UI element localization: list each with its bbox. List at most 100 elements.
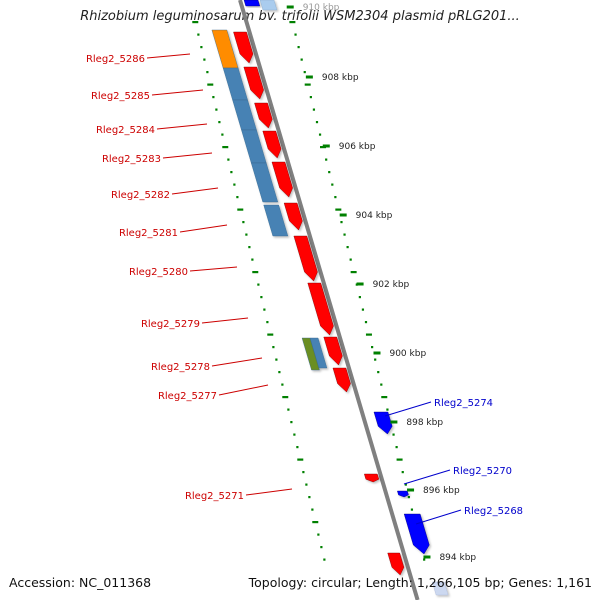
cog-block xyxy=(241,129,267,164)
outer-tick xyxy=(297,46,300,49)
label-leader-line xyxy=(146,53,191,59)
inner-tick xyxy=(206,71,209,74)
scale-label: 908 kbp xyxy=(322,73,359,83)
gene-label-forward: Rleg2_5282 xyxy=(111,190,170,201)
inner-tick xyxy=(287,408,290,411)
inner-tick xyxy=(272,346,275,349)
inner-tick xyxy=(317,533,320,536)
outer-tick xyxy=(381,396,388,399)
outer-tick xyxy=(304,83,311,86)
inner-tick xyxy=(218,121,221,124)
inner-tick xyxy=(260,296,263,299)
outer-tick xyxy=(377,371,380,374)
scale-label: 898 kbp xyxy=(406,418,443,428)
gene-label-reverse: Rleg2_5268 xyxy=(464,506,523,517)
scale-labels: 910 kbp 908 kbp 906 kbp 904 kbp 902 kbp 900 k… xyxy=(286,3,476,563)
scale-label: 896 kbp xyxy=(423,486,460,496)
scale-label: 894 kbp xyxy=(439,553,476,563)
reverse-gene-arrow xyxy=(403,513,430,555)
label-leader-line xyxy=(156,123,208,130)
outer-tick xyxy=(300,58,303,61)
reverse-gene-arrow xyxy=(432,581,449,596)
label-leader-line xyxy=(245,488,293,496)
cog-block xyxy=(309,337,328,369)
scale-tick xyxy=(390,420,398,424)
scale-label: 906 kbp xyxy=(339,142,376,152)
inner-tick xyxy=(323,558,326,561)
outer-tick xyxy=(364,321,368,324)
reverse-gene-arrow xyxy=(259,0,278,11)
inner-tick xyxy=(266,321,269,324)
outer-tick xyxy=(404,483,407,486)
gene-labels: Rleg2_5286 Rleg2_5285 Rleg2_5284 Rleg2_5283… xyxy=(86,53,523,525)
reverse-gene-arrow xyxy=(243,0,261,7)
outer-tick xyxy=(318,133,322,136)
inner-tick xyxy=(233,183,236,186)
scale-label: 904 kbp xyxy=(356,211,393,221)
inner-tick xyxy=(207,83,214,86)
scale-label: 910 kbp xyxy=(303,3,340,13)
scale-tick xyxy=(339,213,347,217)
inner-tick xyxy=(312,521,319,524)
label-leader-line xyxy=(151,89,204,96)
outer-tick xyxy=(392,433,395,436)
reverse-gene-arrow xyxy=(373,411,393,435)
cog-block xyxy=(211,29,239,69)
outer-tick xyxy=(346,246,349,249)
label-leader-line xyxy=(201,317,249,324)
forward-gene-arrow xyxy=(293,235,318,282)
inner-tick xyxy=(320,546,323,549)
inner-tick xyxy=(222,146,229,149)
gene-label-forward: Rleg2_5284 xyxy=(96,125,155,136)
inner-tick xyxy=(296,446,299,449)
inner-tick xyxy=(308,496,311,499)
outer-tick xyxy=(358,296,361,299)
outer-tick xyxy=(374,358,377,361)
gene-label-forward: Rleg2_5285 xyxy=(91,91,150,102)
outer-tick xyxy=(335,208,342,211)
outer-tick xyxy=(312,108,316,111)
outer-tick xyxy=(303,71,306,74)
gene-label-forward: Rleg2_5271 xyxy=(185,491,244,502)
inner-tick xyxy=(192,21,199,24)
outer-tick xyxy=(380,383,383,386)
outer-tick xyxy=(396,458,403,461)
label-leader-line xyxy=(211,357,263,367)
tick-rings xyxy=(192,21,426,561)
scale-tick xyxy=(322,144,330,148)
forward-gene-arrow xyxy=(332,367,351,393)
scale-tick xyxy=(373,351,381,355)
outer-tick xyxy=(410,508,414,511)
forward-gene-arrow xyxy=(364,473,380,483)
gene-label-forward: Rleg2_5281 xyxy=(119,228,178,239)
inner-tick xyxy=(263,308,266,311)
genome-stats-text: Topology: circular; Length: 1,266,105 bp… xyxy=(248,575,592,590)
scale-tick xyxy=(356,282,364,286)
gene-label-reverse: Rleg2_5270 xyxy=(453,466,512,477)
label-leader-line xyxy=(403,469,451,485)
inner-tick xyxy=(227,158,230,161)
outer-tick xyxy=(361,308,365,311)
outer-tick xyxy=(349,258,352,261)
gene-label-forward: Rleg2_5279 xyxy=(141,319,200,330)
inner-tick xyxy=(215,108,218,111)
outer-tick xyxy=(340,221,343,224)
outer-tick xyxy=(386,408,389,411)
forward-gene-arrow xyxy=(307,282,334,336)
inner-tick xyxy=(212,96,215,99)
gene-label-forward: Rleg2_5286 xyxy=(86,54,145,65)
scale-tick xyxy=(407,488,415,492)
inner-tick xyxy=(293,433,296,436)
forward-gene-arrow xyxy=(262,130,282,159)
cog-block xyxy=(222,67,248,101)
outer-tick xyxy=(395,446,398,449)
map-title: Rhizobium leguminosarum bv. trifolii WSM… xyxy=(80,9,520,24)
scale-label: 902 kbp xyxy=(373,280,410,290)
cog-block xyxy=(232,99,257,131)
outer-tick xyxy=(325,158,328,161)
inner-tick xyxy=(305,483,308,486)
gene-label-forward: Rleg2_5278 xyxy=(151,362,210,373)
forward-gene-arrow xyxy=(233,31,254,64)
inner-tick xyxy=(278,371,281,374)
